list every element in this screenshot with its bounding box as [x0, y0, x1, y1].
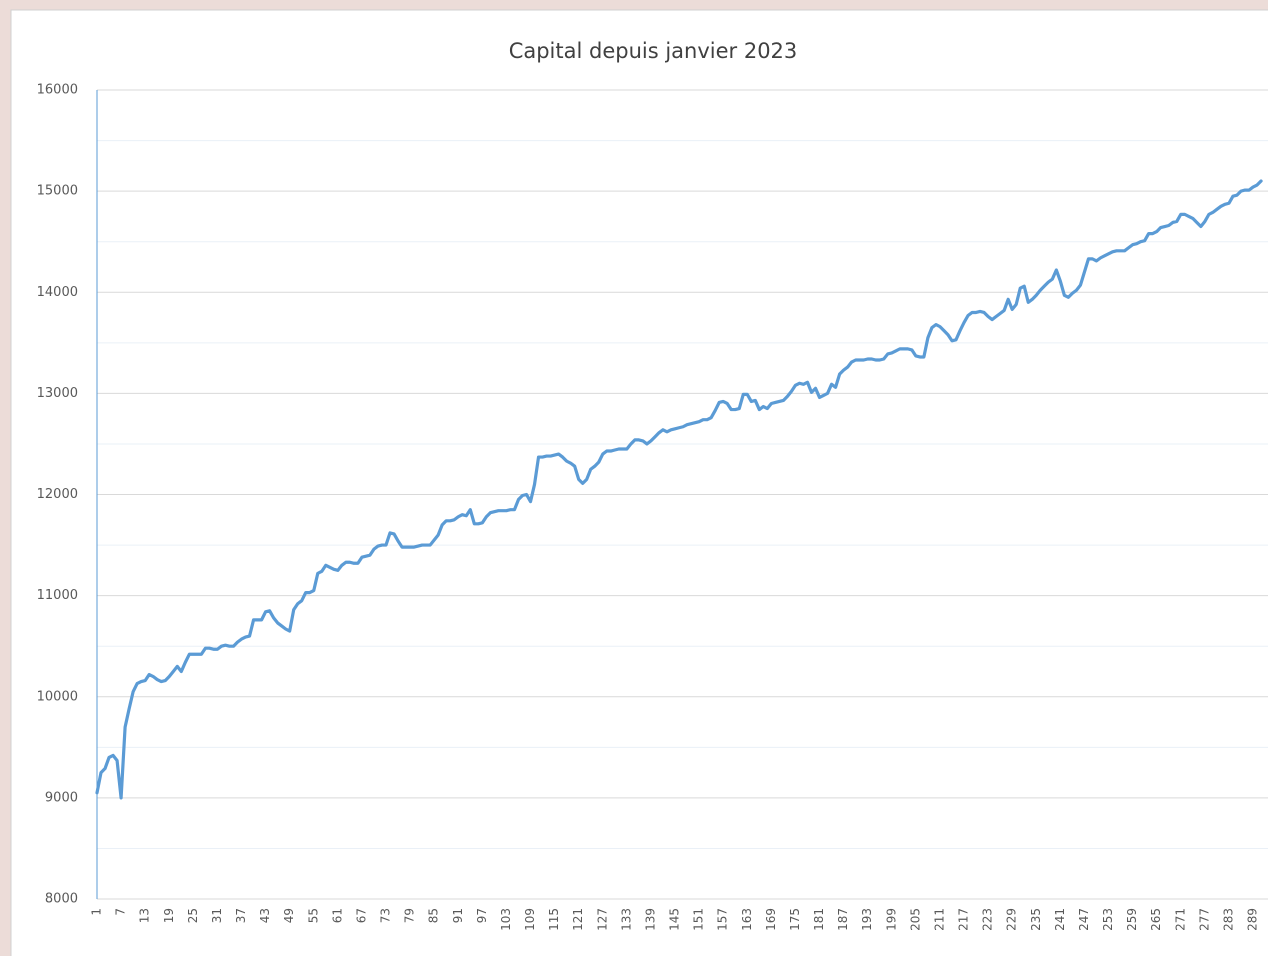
x-tick-label: 217 [957, 908, 971, 931]
y-tick-label: 10000 [37, 689, 78, 704]
x-tick-label: 67 [354, 908, 368, 923]
x-tick-label: 97 [475, 908, 489, 923]
x-tick-label: 91 [451, 908, 465, 923]
x-tick-label: 241 [1053, 908, 1067, 931]
x-tick-label: 247 [1077, 908, 1091, 931]
y-tick-label: 13000 [37, 386, 78, 401]
x-tick-label: 49 [282, 908, 296, 923]
x-tick-label: 121 [571, 908, 585, 931]
x-tick-label: 133 [619, 908, 633, 931]
y-tick-label: 14000 [37, 285, 78, 300]
y-tick-label: 16000 [37, 83, 78, 98]
x-tick-label: 37 [234, 908, 248, 923]
x-tick-label: 187 [836, 908, 850, 931]
x-tick-label: 265 [1149, 908, 1163, 931]
y-tick-label: 8000 [45, 892, 78, 907]
x-tick-label: 151 [692, 908, 706, 931]
x-tick-label: 25 [186, 908, 200, 923]
y-tick-label: 11000 [37, 588, 78, 603]
x-tick-label: 235 [1029, 908, 1043, 931]
x-tick-label: 157 [716, 908, 730, 931]
x-tick-label: 199 [884, 908, 898, 931]
x-tick-label: 253 [1101, 908, 1115, 931]
x-tick-label: 145 [668, 908, 682, 931]
x-tick-label: 43 [258, 908, 272, 923]
line-series [95, 179, 1263, 800]
x-tick-label: 73 [379, 908, 393, 923]
x-tick-label: 13 [138, 908, 152, 923]
x-tick-label: 211 [932, 908, 946, 931]
x-tick-label: 109 [523, 908, 537, 931]
x-tick-label: 163 [740, 908, 754, 931]
x-tick-label: 175 [788, 908, 802, 931]
x-tick-label: 7 [114, 908, 128, 916]
x-tick-label: 271 [1173, 908, 1187, 931]
x-tick-label: 19 [162, 908, 176, 923]
x-tick-label: 1 [90, 908, 104, 916]
y-tick-label: 12000 [37, 487, 78, 502]
x-tick-label: 115 [547, 908, 561, 931]
x-tick-label: 193 [860, 908, 874, 931]
x-tick-label: 139 [643, 908, 657, 931]
x-tick-label: 79 [403, 908, 417, 923]
x-tick-label: 223 [981, 908, 995, 931]
chart-title: Capital depuis janvier 2023 [509, 39, 798, 63]
y-tick-label: 9000 [45, 790, 78, 805]
x-tick-label: 169 [764, 908, 778, 931]
x-tick-label: 127 [595, 908, 609, 931]
x-tick-label: 283 [1221, 908, 1235, 931]
x-tick-label: 259 [1125, 908, 1139, 931]
x-tick-label: 103 [499, 908, 513, 931]
x-tick-label: 181 [812, 908, 826, 931]
x-tick-label: 229 [1005, 908, 1019, 931]
x-tick-label: 205 [908, 908, 922, 931]
y-tick-label: 15000 [37, 184, 78, 199]
x-tick-label: 289 [1246, 908, 1260, 931]
chart-area [10, 9, 1268, 956]
x-tick-label: 55 [306, 908, 320, 923]
x-tick-label: 277 [1197, 908, 1211, 931]
x-tick-label: 31 [210, 908, 224, 923]
x-tick-label: 61 [330, 908, 344, 923]
x-tick-label: 85 [427, 908, 441, 923]
